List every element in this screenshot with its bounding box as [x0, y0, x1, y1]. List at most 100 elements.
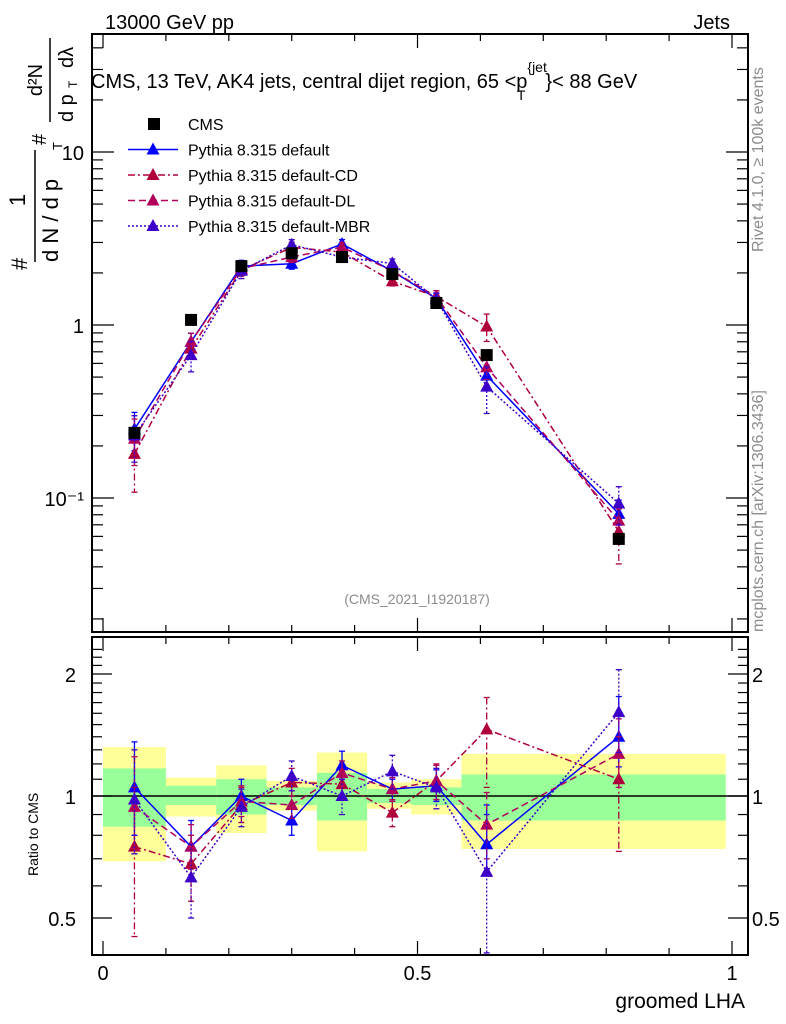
- title-before: CMS, 13 TeV, AK4 jets, central dijet reg…: [91, 71, 527, 93]
- legend-marker-triangle: [146, 193, 160, 206]
- ylabel-den-right: d p: [56, 94, 78, 122]
- data-point: [386, 268, 399, 281]
- series-line: [133, 246, 620, 522]
- ratio-y-tick-label-right: 2: [752, 665, 763, 687]
- ratio-y-tick-label-left: 1: [65, 787, 76, 809]
- ratio-data-point: [335, 789, 349, 801]
- legend-item: Pythia 8.315 default-DL: [128, 193, 355, 211]
- ratio-data-point: [127, 792, 141, 805]
- ratio-data-point: [480, 864, 494, 877]
- ratio-data-point: [285, 798, 299, 811]
- legend-marker-triangle: [146, 168, 160, 180]
- ratio-data-point: [429, 780, 443, 793]
- x-tick-label: 1: [726, 963, 737, 985]
- ratio-data-point: [612, 705, 626, 718]
- ratio-data-point: [184, 870, 198, 883]
- ratio-data-point: [429, 773, 443, 786]
- plot-title: CMS, 13 TeV, AK4 jets, central dijet reg…: [91, 59, 638, 103]
- x-axis-label: groomed LHA: [615, 990, 745, 1013]
- data-point: [335, 240, 349, 253]
- legend-label: CMS: [188, 117, 224, 134]
- series-line: [133, 243, 620, 505]
- analysis-id-watermark: (CMS_2021_I1920187): [344, 591, 490, 607]
- main-y-axis-label: # 1 d N / d p T # d²N d p T dλ: [5, 38, 80, 270]
- legend-label: Pythia 8.315 default: [188, 143, 330, 160]
- ratio-panel-series: [127, 669, 626, 954]
- title-sub: T: [517, 87, 526, 103]
- ylabel-num-right: d²N: [25, 64, 47, 96]
- series-pythia-8-315-default: [127, 236, 626, 532]
- ratio-data-point: [385, 764, 399, 777]
- mcplots-label: mcplots.cern.ch [arXiv:1306.3436]: [750, 390, 767, 632]
- legend-marker-square: [148, 118, 160, 130]
- legend: CMS Pythia 8.315 default Pythia 8.315 defa…: [128, 117, 370, 236]
- legend-marker-triangle: [146, 142, 160, 155]
- ratio-data-point: [480, 722, 494, 735]
- data-point: [480, 379, 494, 392]
- ylabel-den-left: d N / d p: [38, 179, 63, 262]
- data-point: [128, 426, 141, 439]
- ylabel-sub-right: T: [66, 80, 80, 88]
- y-tick-label: 1: [73, 316, 84, 338]
- legend-item: CMS: [148, 117, 224, 134]
- data-point: [285, 237, 299, 250]
- ratio-y-axis-label: Ratio to CMS: [25, 793, 41, 876]
- title-after: }< 88 GeV: [545, 71, 637, 93]
- header-energy: 13000 GeV pp: [105, 12, 234, 34]
- data-point: [336, 251, 349, 264]
- data-point: [184, 348, 198, 361]
- data-point: [480, 349, 493, 362]
- series-cms: [128, 247, 625, 545]
- ratio-data-point: [285, 769, 299, 782]
- data-point: [480, 319, 494, 332]
- data-point: [235, 260, 248, 273]
- data-point: [285, 247, 298, 260]
- legend-marker-triangle: [146, 219, 160, 231]
- ratio-series-line: [133, 711, 620, 879]
- x-tick-label: 0: [97, 963, 108, 985]
- data-point: [612, 532, 625, 545]
- x-tick-label: 0.5: [404, 963, 432, 985]
- ratio-data-point: [335, 765, 349, 778]
- ylabel-den-right2: dλ: [56, 47, 78, 68]
- rivet-version-label: Rivet 4.1.0, ≥ 100k events: [750, 67, 767, 252]
- main-panel-series: [127, 236, 626, 565]
- y-tick-label: 10⁻¹: [45, 489, 85, 511]
- data-point: [385, 274, 399, 287]
- ylabel-hash-left: #: [7, 257, 32, 270]
- series-pythia-8-315-default-mbr: [127, 237, 626, 526]
- ratio-series-pythia-8-315-default-mbr: [127, 669, 626, 954]
- ylabel-hash-right: #: [29, 133, 51, 145]
- legend-label: Pythia 8.315 default-MBR: [188, 219, 370, 236]
- ratio-y-tick-label-left: 2: [65, 665, 76, 687]
- data-point: [385, 256, 399, 269]
- series-pythia-8-315-default-cd: [127, 240, 626, 565]
- data-point: [480, 360, 494, 373]
- ratio-series-pythia-8-315-default-dl: [127, 718, 626, 870]
- main-panel-axes: 10⁻¹ 1 10: [45, 33, 749, 633]
- ratio-data-point: [234, 799, 248, 812]
- header-category: Jets: [693, 12, 730, 34]
- legend-item: Pythia 8.315 default: [128, 142, 330, 160]
- legend-item: Pythia 8.315 default-CD: [128, 168, 358, 185]
- ylabel-sub-left: T: [50, 142, 65, 150]
- data-point: [612, 496, 626, 509]
- title-text: CMS, 13 TeV, AK4 jets, central dijet reg…: [91, 59, 638, 103]
- data-point: [430, 297, 443, 310]
- ratio-data-point: [385, 805, 399, 818]
- legend-item: Pythia 8.315 default-MBR: [128, 219, 370, 236]
- title-sup: {jet: [527, 59, 547, 75]
- y-tick-label: 10: [62, 143, 84, 165]
- data-point: [185, 313, 198, 326]
- series-line: [133, 243, 620, 515]
- ratio-y-tick-label-right: 1: [752, 787, 763, 809]
- legend-label: Pythia 8.315 default-CD: [188, 168, 358, 185]
- series-pythia-8-315-default-dl: [127, 240, 626, 543]
- ratio-y-tick-label-left: 0.5: [48, 909, 76, 931]
- legend-label: Pythia 8.315 default-DL: [188, 194, 355, 211]
- ratio-y-tick-label-right: 0.5: [752, 909, 780, 931]
- ratio-data-point: [285, 813, 299, 826]
- series-line: [133, 246, 620, 532]
- stat-uncertainty-band: [461, 774, 726, 821]
